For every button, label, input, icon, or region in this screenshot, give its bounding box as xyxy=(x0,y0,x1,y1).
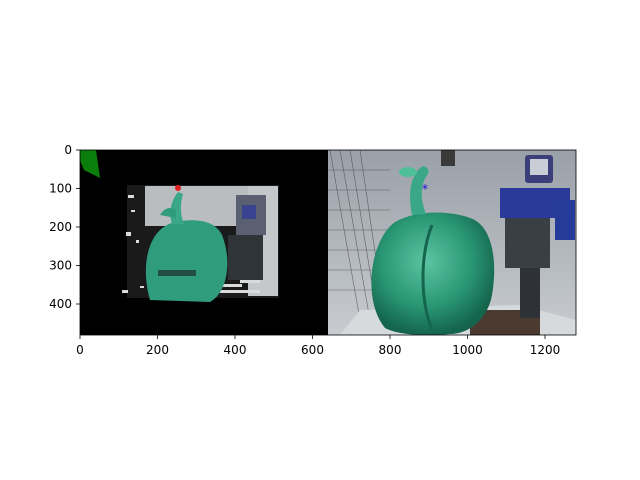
y-axis xyxy=(76,149,80,305)
axes-frame xyxy=(79,149,577,336)
y-tick-labels: 0 100 200 300 400 xyxy=(49,143,72,311)
x-tick-label: 400 xyxy=(224,343,247,357)
x-axis xyxy=(79,335,546,339)
right-robot xyxy=(500,155,575,318)
right-keypoint-marker: * xyxy=(422,182,428,196)
left-depth-speckles xyxy=(122,195,260,293)
x-tick-labels: 0 200 400 600 800 1000 1200 xyxy=(76,343,560,357)
left-image-panel xyxy=(80,150,328,335)
y-tick-label: 0 xyxy=(64,143,72,157)
x-tick-label: 800 xyxy=(379,343,402,357)
left-robot xyxy=(228,195,266,280)
y-tick-label: 400 xyxy=(49,297,72,311)
left-keypoint-marker xyxy=(175,185,181,191)
x-tick-label: 200 xyxy=(146,343,169,357)
y-tick-label: 100 xyxy=(49,182,72,196)
right-ceiling-camera xyxy=(441,150,455,166)
y-tick-label: 200 xyxy=(49,220,72,234)
x-tick-label: 600 xyxy=(301,343,324,357)
x-tick-label: 0 xyxy=(76,343,84,357)
x-tick-label: 1200 xyxy=(530,343,561,357)
x-tick-label: 1000 xyxy=(452,343,483,357)
right-pepper xyxy=(371,166,495,335)
left-pepper xyxy=(145,192,228,302)
right-image-panel: * xyxy=(328,150,576,335)
y-tick-label: 300 xyxy=(49,259,72,273)
left-corner-marker xyxy=(80,150,100,178)
